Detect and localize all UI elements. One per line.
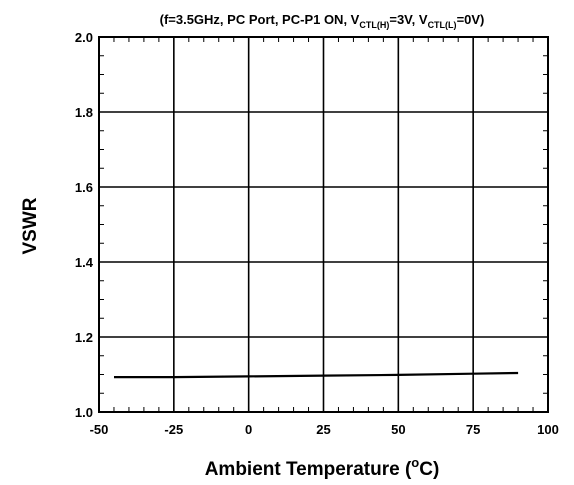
- degree-superscript: o: [411, 455, 419, 470]
- x-axis-label-unit: C): [419, 459, 439, 480]
- title-subscript-low: CTL(L): [428, 20, 457, 30]
- x-tick-label: 50: [391, 422, 405, 437]
- y-tick-label: 1.2: [75, 330, 93, 345]
- y-axis-label: VSWR: [20, 197, 41, 254]
- plot-frame: [98, 36, 549, 413]
- x-tick-label: 25: [316, 422, 330, 437]
- tick-labels: -50 -25 0 25 50 75 100 1.0 1.2 1.4 1.6 1.8 2.0: [75, 30, 559, 437]
- title-subscript-high: CTL(H): [359, 20, 389, 30]
- vswr-series-line: [114, 371, 519, 379]
- x-axis-label: Ambient Temperature (oC): [205, 455, 440, 480]
- chart-title: (f=3.5GHz, PC Port, PC-P1 ON, VCTL(H)=3V…: [160, 12, 485, 30]
- y-tick-label: 1.8: [75, 105, 93, 120]
- grid-lines: [99, 37, 548, 412]
- y-tick-label: 1.6: [75, 180, 93, 195]
- x-tick-label: 100: [537, 422, 559, 437]
- x-tick-label: -25: [164, 422, 183, 437]
- title-middle: =3V, V: [389, 12, 428, 27]
- title-suffix: =0V): [457, 12, 485, 27]
- x-axis-label-text: Ambient Temperature (: [205, 459, 412, 480]
- x-tick-label: 0: [245, 422, 252, 437]
- y-tick-label: 2.0: [75, 30, 93, 45]
- title-prefix: (f=3.5GHz, PC Port, PC-P1 ON, V: [160, 12, 360, 27]
- series-lines: [114, 371, 519, 379]
- y-tick-label: 1.0: [75, 405, 93, 420]
- x-tick-label: 75: [466, 422, 480, 437]
- y-tick-label: 1.4: [75, 255, 94, 270]
- x-tick-label: -50: [90, 422, 109, 437]
